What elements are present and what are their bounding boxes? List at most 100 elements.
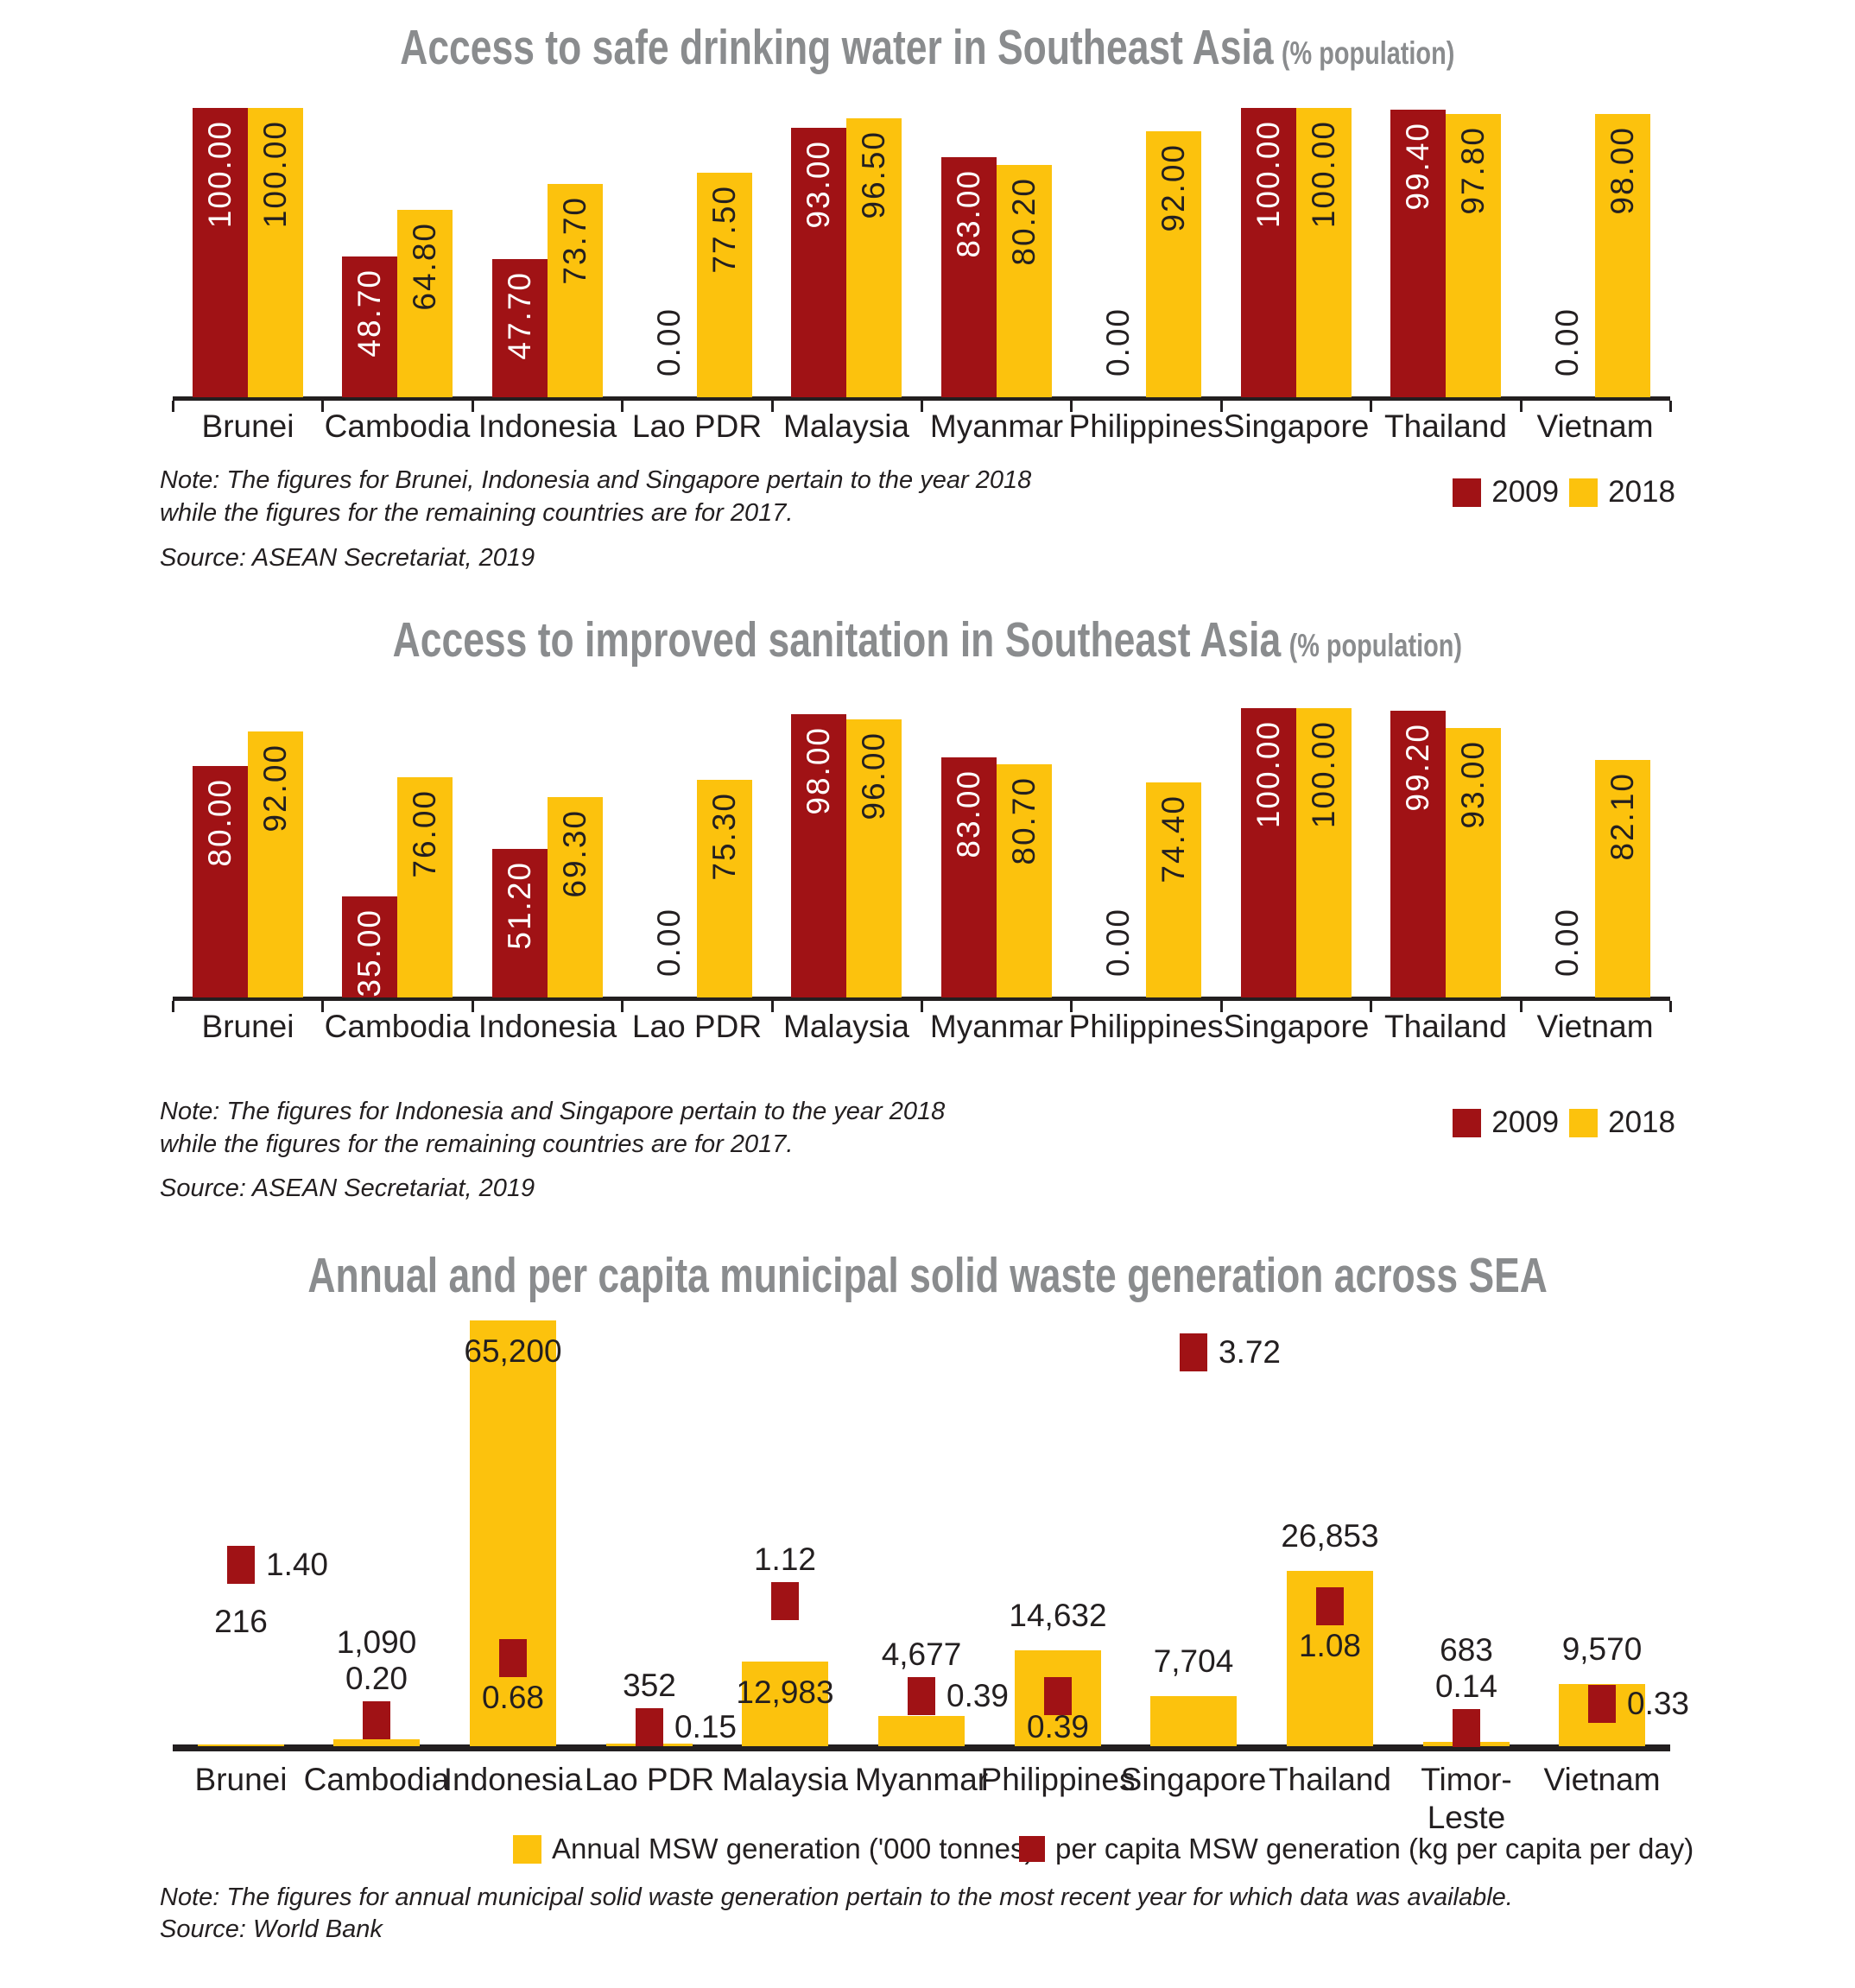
legend-drinking-water: 2009 2018 (1453, 475, 1675, 510)
c1-value-label-2018-philippines: 74.40 (1155, 795, 1191, 883)
c2-bar-label-myanmar: 4,677 (881, 1637, 962, 1672)
c0-value-label-2009-brunei: 100.00 (202, 120, 237, 229)
c2-category-label-brunei: Brunei (194, 1762, 288, 1797)
c0-axis-tick (921, 401, 923, 412)
c1-value-label-2009-myanmar: 83.00 (951, 769, 986, 858)
source-sanitation: Source: ASEAN Secretariat, 2019 (160, 1174, 535, 1202)
c2-marker-per-capita-philippines (1044, 1677, 1072, 1715)
c2-bar-annual-msw-singapore (1150, 1696, 1237, 1746)
c0-category-label-indonesia: Indonesia (478, 408, 617, 444)
c0-axis-tick (1070, 401, 1073, 412)
c1-axis-tick (1669, 1001, 1672, 1012)
c0-category-label-thailand: Thailand (1384, 408, 1507, 444)
c0-value-label-2018-cambodia: 64.80 (407, 222, 442, 311)
c2-category-label-vietnam: Vietnam (1543, 1762, 1661, 1797)
c2-marker-per-capita-cambodia (363, 1701, 390, 1739)
c2-marker-label-myanmar: 0.39 (946, 1678, 1010, 1713)
c0-value-label-2018-indonesia: 73.70 (557, 196, 592, 285)
c2-bar-annual-msw-malaysia (742, 1662, 828, 1746)
c1-axis-tick (1070, 1001, 1073, 1012)
c0-value-label-2009-myanmar: 83.00 (951, 169, 986, 258)
c2-marker-per-capita-thailand (1316, 1587, 1344, 1625)
c0-bar-2018-lao-pdr (697, 173, 752, 397)
c1-value-label-2009-brunei: 80.00 (202, 778, 237, 867)
note-line: Note: The figures for Indonesia and Sing… (160, 1098, 946, 1125)
chart-title-text: Access to improved sanitation in Southea… (392, 612, 1282, 668)
c1-value-label-2018-indonesia: 69.30 (557, 809, 592, 898)
c0-bar-2018-philippines (1146, 131, 1201, 397)
c0-bar-2018-thailand (1446, 114, 1501, 397)
c2-marker-per-capita-myanmar (908, 1677, 935, 1715)
chart-title-drinking-water: Access to safe drinking water in Southea… (0, 19, 1855, 76)
c1-value-label-2009-philippines: 0.00 (1100, 907, 1136, 977)
c1-category-label-lao-pdr: Lao PDR (631, 1009, 763, 1044)
c0-value-label-2009-lao-pdr: 0.00 (651, 307, 687, 377)
c0-value-label-2018-singapore: 100.00 (1306, 120, 1341, 229)
c1-bar-2018-vietnam (1595, 760, 1650, 997)
c0-category-label-lao-pdr: Lao PDR (631, 408, 763, 444)
c0-bar-2018-malaysia (846, 118, 902, 397)
c2-marker-label-thailand: 1.08 (1298, 1628, 1361, 1663)
legend-2018-label: 2018 (1608, 1105, 1675, 1139)
c1-bar-2018-lao-pdr (697, 780, 752, 997)
c1-value-label-2009-malaysia: 98.00 (801, 726, 836, 815)
c2-bar-label-cambodia: 1,090 (336, 1624, 417, 1660)
c0-category-label-philippines: Philippines (1068, 408, 1224, 444)
c1-value-label-2018-vietnam: 82.10 (1605, 772, 1640, 861)
c0-value-label-2018-thailand: 97.80 (1455, 126, 1491, 215)
c1-axis-tick (1520, 1001, 1523, 1012)
c0-bar-2009-myanmar (941, 157, 997, 397)
c1-value-label-2018-cambodia: 76.00 (407, 789, 442, 878)
c1-axis-tick (921, 1001, 923, 1012)
c1-bar-2009-indonesia (492, 849, 548, 997)
c2-x-axis (173, 1744, 1670, 1751)
c1-axis-tick (172, 1001, 174, 1012)
c2-marker-per-capita-indonesia (499, 1639, 527, 1677)
c2-category-label-cambodia: Cambodia (303, 1762, 450, 1797)
c1-value-label-2009-indonesia: 51.20 (502, 861, 537, 950)
c1-value-label-2018-thailand: 93.00 (1455, 740, 1491, 829)
c0-value-label-2009-philippines: 0.00 (1100, 307, 1136, 377)
c1-axis-tick (472, 1001, 474, 1012)
c2-bar-label-timor-leste: 683 (1440, 1632, 1493, 1668)
c1-bar-2018-malaysia (846, 719, 902, 997)
c0-category-label-singapore: Singapore (1223, 408, 1370, 444)
c1-category-label-philippines: Philippines (1068, 1009, 1224, 1044)
c0-value-label-2009-cambodia: 48.70 (351, 269, 387, 358)
legend-per-capita-msw: per capita MSW generation (kg per capita… (1019, 1833, 1694, 1865)
c2-marker-label-philippines: 0.39 (1026, 1709, 1089, 1744)
c2-marker-per-capita-timor-leste (1453, 1709, 1480, 1747)
c1-value-label-2009-cambodia: 35.00 (351, 909, 387, 997)
note-drinking-water: Note: The figures for Brunei, Indonesia … (160, 464, 1031, 529)
c1-axis-tick (621, 1001, 624, 1012)
c1-axis-tick (1370, 1001, 1372, 1012)
c0-bar-2009-indonesia (492, 259, 548, 397)
c1-bar-2009-myanmar (941, 757, 997, 997)
c2-bar-annual-msw-cambodia (333, 1739, 420, 1746)
c0-axis-tick (621, 401, 624, 412)
c2-marker-label-brunei: 1.40 (266, 1547, 329, 1582)
c1-category-label-brunei: Brunei (201, 1009, 294, 1044)
c0-bar-2009-thailand (1390, 110, 1446, 397)
c2-marker-label-indonesia: 0.68 (481, 1680, 544, 1715)
c0-value-label-2018-myanmar: 80.20 (1006, 177, 1041, 266)
c1-bar-2018-indonesia (548, 797, 603, 997)
c1-bar-2009-thailand (1390, 711, 1446, 997)
c0-axis-tick (771, 401, 774, 412)
c2-bar-label-singapore: 7,704 (1153, 1643, 1234, 1679)
c2-marker-per-capita-lao-pdr (636, 1708, 663, 1746)
c1-x-axis (173, 997, 1670, 1001)
c0-value-label-2009-malaysia: 93.00 (801, 140, 836, 229)
c1-value-label-2009-lao-pdr: 0.00 (651, 907, 687, 977)
c0-bar-2018-cambodia (397, 210, 453, 397)
c1-axis-tick (321, 1001, 324, 1012)
c0-category-label-malaysia: Malaysia (783, 408, 909, 444)
c2-bar-label-vietnam: 9,570 (1561, 1631, 1643, 1667)
c0-value-label-2018-vietnam: 98.00 (1605, 126, 1640, 215)
legend-per-capita-msw-label: per capita MSW generation (kg per capita… (1055, 1833, 1694, 1865)
chart-title-msw: Annual and per capita municipal solid wa… (0, 1247, 1855, 1304)
c2-marker-per-capita-singapore (1180, 1333, 1207, 1371)
c1-category-label-vietnam: Vietnam (1536, 1009, 1654, 1044)
c1-bar-2018-brunei (248, 731, 303, 997)
